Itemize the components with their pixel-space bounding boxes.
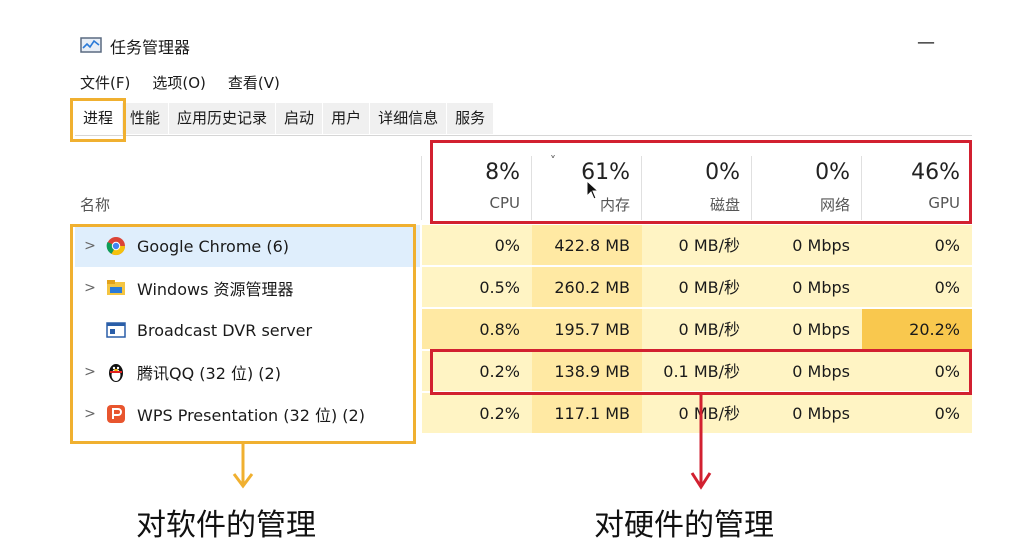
tab-startup[interactable]: 启动 (276, 103, 324, 134)
column-divider (531, 156, 532, 220)
expand-chevron-icon[interactable]: > (84, 364, 96, 380)
tab-processes[interactable]: 进程 (75, 103, 123, 134)
table-row[interactable]: > 腾讯QQ (32 位) (2) 0.2% 138.9 MB 0.1 MB/秒… (75, 351, 972, 393)
software-highlight-box (70, 224, 416, 444)
process-name-cell: > 腾讯QQ (32 位) (2) (75, 351, 420, 393)
memory-label: 内存 (599, 196, 630, 214)
network-label: 网络 (819, 196, 850, 214)
process-name: 腾讯QQ (32 位) (2) (137, 364, 281, 383)
cpu-cell: 0.2% (422, 351, 532, 392)
expand-chevron-icon[interactable]: > (84, 406, 96, 422)
gpu-cell: 0% (862, 351, 972, 392)
tab-bar: 进程 性能 应用历史记录 启动 用户 详细信息 服务 (75, 103, 972, 136)
cpu-cell: 0.8% (422, 309, 532, 350)
process-table: > Google Chrome (6) 0% 422.8 MB 0 MB/秒 0… (75, 225, 972, 435)
gpu-cell: 0% (862, 225, 972, 266)
memory-cell: 422.8 MB (532, 225, 642, 266)
column-network-header[interactable]: 0% 网络 (752, 148, 862, 220)
menu-file[interactable]: 文件(F) (80, 74, 131, 92)
disk-cell: 0 MB/秒 (642, 309, 752, 350)
process-name: WPS Presentation (32 位) (2) (137, 406, 365, 425)
expand-chevron-icon[interactable]: > (84, 280, 96, 296)
network-cell: 0 Mbps (752, 351, 862, 392)
software-arrow-icon (232, 444, 254, 489)
chrome-icon (105, 235, 127, 257)
process-name-cell: > Google Chrome (6) (75, 225, 420, 267)
menu-options[interactable]: 选项(O) (152, 74, 206, 92)
memory-cell: 138.9 MB (532, 351, 642, 392)
title-bar: 任务管理器 (80, 34, 190, 58)
disk-cell: 0 MB/秒 (642, 393, 752, 434)
cpu-cell: 0.5% (422, 267, 532, 308)
disk-cell: 0.1 MB/秒 (642, 351, 752, 392)
network-cell: 0 Mbps (752, 225, 862, 266)
gpu-usage-total: 46% (911, 160, 960, 185)
table-row[interactable]: > Google Chrome (6) 0% 422.8 MB 0 MB/秒 0… (75, 225, 972, 267)
software-caption: 对软件的管理 (136, 508, 316, 543)
cpu-cell: 0.2% (422, 393, 532, 434)
qq-penguin-icon (105, 361, 127, 383)
column-name-header[interactable]: 名称 (80, 196, 111, 214)
disk-label: 磁盘 (709, 196, 740, 214)
sort-chevron-icon: ˅ (550, 154, 556, 168)
cpu-cell: 0% (422, 225, 532, 266)
hardware-highlight-box (430, 140, 972, 224)
process-name-cell: > WPS Presentation (32 位) (2) (75, 393, 420, 435)
gpu-label: GPU (928, 194, 960, 212)
menu-view[interactable]: 查看(V) (227, 74, 280, 92)
table-row[interactable]: > WPS Presentation (32 位) (2) 0.2% 117.1… (75, 393, 972, 435)
mouse-cursor-icon (586, 180, 600, 200)
cpu-label: CPU (489, 194, 521, 212)
column-disk-header[interactable]: 0% 磁盘 (642, 148, 752, 220)
hardware-arrow-icon (690, 395, 712, 490)
process-name: Broadcast DVR server (137, 320, 313, 340)
process-name-cell: Broadcast DVR server (75, 309, 420, 351)
disk-cell: 0 MB/秒 (642, 225, 752, 266)
column-cpu-header[interactable]: 8% CPU (422, 148, 532, 220)
process-name: Google Chrome (6) (137, 236, 290, 256)
network-cell: 0 Mbps (752, 309, 862, 350)
column-divider (751, 156, 752, 220)
column-gpu-header[interactable]: 46% GPU (862, 148, 972, 220)
disk-usage-total: 0% (705, 160, 740, 185)
tab-services[interactable]: 服务 (447, 103, 495, 134)
network-cell: 0 Mbps (752, 393, 862, 434)
minimize-button[interactable]: — (917, 31, 935, 53)
table-row[interactable]: > Windows 资源管理器 0.5% 260.2 MB 0 MB/秒 0 M… (75, 267, 972, 309)
memory-cell: 117.1 MB (532, 393, 642, 434)
process-name-cell: > Windows 资源管理器 (75, 267, 420, 309)
gpu-cell: 0% (862, 393, 972, 434)
tab-app-history[interactable]: 应用历史记录 (169, 103, 277, 134)
gpu-cell: 20.2% (862, 309, 972, 350)
service-window-icon (105, 319, 127, 341)
cpu-usage-total: 8% (485, 160, 520, 185)
network-cell: 0 Mbps (752, 267, 862, 308)
expand-chevron-icon[interactable]: > (84, 238, 96, 254)
memory-usage-total: 61% (581, 160, 630, 185)
memory-cell: 195.7 MB (532, 309, 642, 350)
network-usage-total: 0% (815, 160, 850, 185)
hardware-caption: 对硬件的管理 (594, 508, 774, 543)
column-divider (421, 156, 422, 220)
window-title: 任务管理器 (110, 38, 191, 57)
wps-presentation-icon (105, 403, 127, 425)
tab-performance[interactable]: 性能 (122, 103, 170, 134)
memory-cell: 260.2 MB (532, 267, 642, 308)
column-divider (641, 156, 642, 220)
folder-icon (105, 277, 127, 299)
column-header-row: 名称 8% CPU ˅ 61% 内存 0% 磁盘 0% 网络 46% GPU (75, 148, 972, 220)
qq-row-highlight-box (430, 349, 972, 395)
tab-users[interactable]: 用户 (323, 103, 371, 134)
task-manager-icon (80, 37, 102, 53)
column-divider (861, 156, 862, 220)
column-memory-header[interactable]: ˅ 61% 内存 (532, 148, 642, 220)
menu-bar: 文件(F) 选项(O) 查看(V) (80, 72, 280, 93)
gpu-cell: 0% (862, 267, 972, 308)
active-tab-highlight (70, 98, 126, 142)
process-name: Windows 资源管理器 (137, 280, 294, 299)
disk-cell: 0 MB/秒 (642, 267, 752, 308)
tab-details[interactable]: 详细信息 (370, 103, 448, 134)
